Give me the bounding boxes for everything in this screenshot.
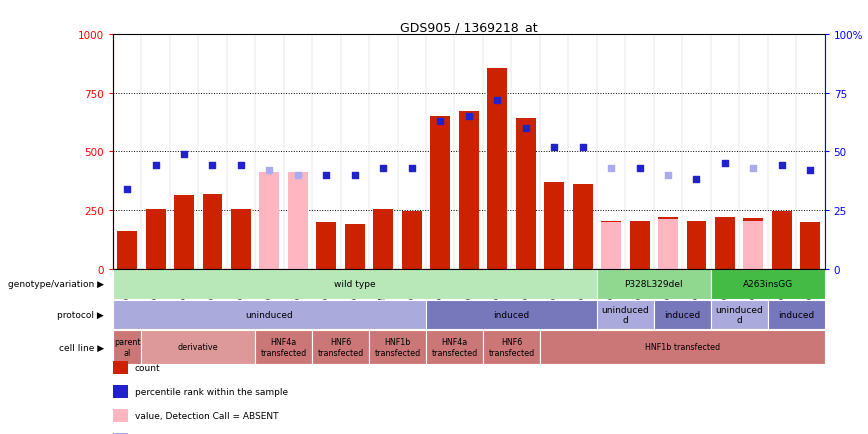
Text: cell line ▶: cell line ▶	[59, 343, 104, 352]
Bar	[141, 331, 255, 364]
Text: HNF4a
transfected: HNF4a transfected	[260, 338, 306, 357]
Bar	[800, 222, 820, 269]
Text: uninduced
d: uninduced d	[602, 305, 649, 324]
Point	[148, 162, 162, 169]
Point	[462, 113, 476, 120]
Bar	[312, 331, 369, 364]
Bar	[687, 221, 707, 269]
Text: protocol ▶: protocol ▶	[57, 310, 104, 319]
Bar	[744, 219, 763, 269]
Point	[633, 165, 647, 172]
Bar	[373, 209, 393, 269]
Text: percentile rank within the sample: percentile rank within the sample	[135, 388, 287, 396]
Bar	[540, 331, 825, 364]
Point	[348, 172, 362, 179]
Bar	[767, 300, 825, 329]
Point	[262, 167, 276, 174]
Point	[804, 167, 818, 174]
Bar	[113, 270, 597, 299]
Point	[177, 151, 191, 158]
Bar	[602, 221, 621, 269]
Text: value, Detection Call = ABSENT: value, Detection Call = ABSENT	[135, 411, 278, 420]
Text: HNF1b transfected: HNF1b transfected	[645, 343, 720, 352]
Bar	[345, 224, 365, 269]
Text: HNF4a
transfected: HNF4a transfected	[431, 338, 477, 357]
Bar	[711, 270, 825, 299]
Text: induced: induced	[664, 310, 700, 319]
Bar	[317, 222, 336, 269]
Title: GDS905 / 1369218_at: GDS905 / 1369218_at	[400, 20, 537, 33]
Bar	[402, 212, 422, 269]
Point	[775, 162, 789, 169]
Text: parent
al: parent al	[114, 338, 141, 357]
Text: HNF1b
transfected: HNF1b transfected	[374, 338, 421, 357]
Point	[604, 165, 618, 172]
Point	[547, 144, 561, 151]
Text: HNF6
transfected: HNF6 transfected	[489, 338, 535, 357]
Bar	[597, 270, 711, 299]
Point	[718, 160, 732, 167]
Text: uninduced: uninduced	[246, 310, 293, 319]
Text: derivative: derivative	[178, 343, 219, 352]
Point	[291, 172, 305, 179]
Bar	[431, 117, 450, 269]
Point	[234, 162, 248, 169]
Bar	[113, 331, 141, 364]
Bar	[260, 173, 279, 269]
Point	[319, 172, 333, 179]
Point	[519, 125, 533, 132]
Bar	[288, 173, 308, 269]
Bar	[483, 331, 540, 364]
Point	[575, 144, 589, 151]
Point	[661, 172, 675, 179]
Text: wild type: wild type	[334, 280, 376, 289]
Text: A263insGG: A263insGG	[742, 280, 792, 289]
Bar	[255, 331, 312, 364]
Text: count: count	[135, 364, 161, 372]
Bar	[573, 185, 593, 269]
Bar	[711, 300, 767, 329]
Bar	[174, 195, 194, 269]
Bar	[516, 119, 536, 269]
Point	[206, 162, 220, 169]
Bar	[602, 222, 621, 269]
Bar	[629, 221, 649, 269]
Point	[433, 118, 447, 125]
Bar	[459, 112, 478, 269]
Bar	[260, 173, 279, 269]
Bar	[544, 182, 564, 269]
Point	[404, 165, 418, 172]
Bar	[426, 300, 597, 329]
Text: induced: induced	[493, 310, 529, 319]
Bar	[744, 221, 763, 269]
Point	[490, 97, 504, 104]
Bar	[597, 300, 654, 329]
Bar	[658, 220, 678, 269]
Point	[377, 165, 391, 172]
Bar	[117, 232, 137, 269]
Bar	[288, 173, 308, 269]
Bar	[202, 194, 222, 269]
Point	[120, 186, 134, 193]
Bar	[369, 331, 426, 364]
Bar	[426, 331, 483, 364]
Bar	[113, 300, 426, 329]
Text: HNF6
transfected: HNF6 transfected	[318, 338, 364, 357]
Bar	[487, 69, 507, 269]
Bar	[658, 217, 678, 269]
Bar	[654, 300, 711, 329]
Point	[746, 165, 760, 172]
Bar	[772, 212, 792, 269]
Bar	[715, 217, 735, 269]
Text: induced: induced	[778, 310, 814, 319]
Point	[689, 177, 703, 184]
Bar	[231, 209, 251, 269]
Text: genotype/variation ▶: genotype/variation ▶	[8, 280, 104, 289]
Text: P328L329del: P328L329del	[624, 280, 683, 289]
Bar	[146, 209, 166, 269]
Text: uninduced
d: uninduced d	[715, 305, 763, 324]
